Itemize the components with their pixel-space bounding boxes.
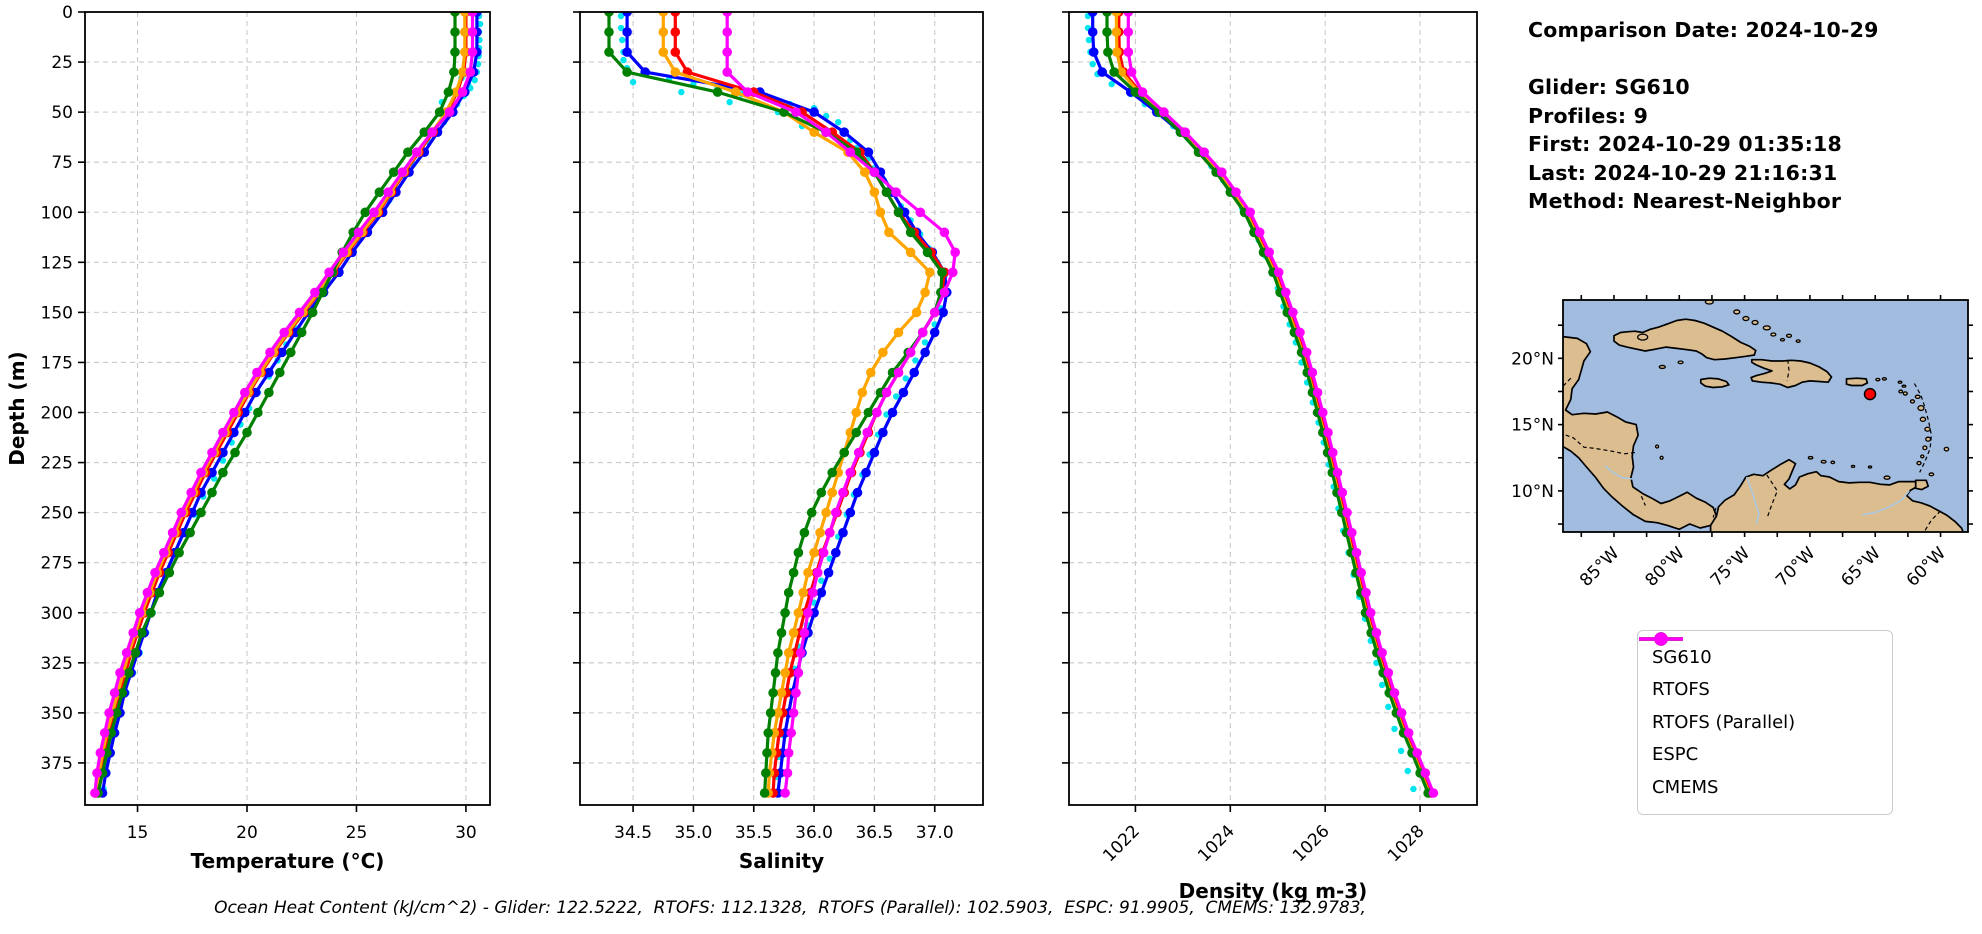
legend-line-marker-icon <box>1639 632 1683 646</box>
svg-text:36.0: 36.0 <box>795 823 833 843</box>
panel-salinity: 34.5 35.0 35.5 36.0 36.5 37.0 Salinity <box>573 11 984 873</box>
series-CMEMS-salinity <box>722 12 960 798</box>
svg-text:20: 20 <box>236 823 258 843</box>
series-RTOFS-Parallel--salinity <box>658 12 935 798</box>
svg-text:1024: 1024 <box>1194 821 1239 866</box>
svg-text:75: 75 <box>51 153 73 173</box>
map-lon-label: 75°W <box>1707 543 1754 590</box>
legend-label: SG610 <box>1652 646 1712 668</box>
glider-position-marker <box>1863 387 1877 401</box>
map-inset: 85°W 80°W 75°W 70°W 65°W 60°W 20°N 15°N 10°N <box>1511 295 1973 591</box>
legend-label: RTOFS <box>1652 679 1710 701</box>
panel-density: 1022 1024 1026 1028 Density (kg m-3) <box>1062 11 1478 903</box>
svg-text:350: 350 <box>41 704 73 724</box>
info-block: Comparison Date: 2024-10-29 Glider: SG61… <box>1528 16 1879 216</box>
svg-text:50: 50 <box>51 103 73 123</box>
ticks-temperature <box>78 11 467 812</box>
svg-text:150: 150 <box>41 303 73 323</box>
ticks-density <box>1062 11 1421 812</box>
svg-text:Temperature (°C): Temperature (°C) <box>191 849 385 873</box>
legend-item-RTOFS: RTOFS <box>1639 632 1878 707</box>
map-lon-label: 70°W <box>1772 543 1819 590</box>
map-lon-label: 60°W <box>1903 543 1950 590</box>
svg-text:1022: 1022 <box>1099 821 1144 866</box>
svg-text:200: 200 <box>41 404 73 424</box>
map-frame <box>1562 299 1969 533</box>
map-land <box>1563 300 1965 532</box>
svg-text:25: 25 <box>346 823 368 843</box>
map-lat-label: 10°N <box>1511 482 1554 502</box>
method-text: Method: Nearest-Neighbor <box>1528 189 1842 213</box>
first-profile-time-text: First: 2024-10-29 01:35:18 <box>1528 132 1842 156</box>
svg-text:37.0: 37.0 <box>916 823 954 843</box>
svg-text:Density (kg m-3): Density (kg m-3) <box>1179 879 1368 903</box>
ticks-salinity <box>573 11 936 812</box>
svg-text:275: 275 <box>41 554 73 574</box>
legend-item-SG610: SG610 <box>1639 632 1878 674</box>
svg-text:225: 225 <box>41 454 73 474</box>
profiles-count-text: Profiles: 9 <box>1528 103 1649 128</box>
legend-item-CMEMS: CMEMS <box>1639 632 1878 804</box>
svg-text:36.5: 36.5 <box>855 823 893 843</box>
map-lon-label: 80°W <box>1641 543 1688 590</box>
svg-text:175: 175 <box>41 353 73 373</box>
svg-text:100: 100 <box>41 203 73 223</box>
map-lon-label: 65°W <box>1837 543 1884 590</box>
svg-text:25: 25 <box>51 53 73 73</box>
glider-name-text: Glider: SG610 <box>1528 75 1690 99</box>
svg-text:300: 300 <box>41 604 73 624</box>
last-profile-time-text: Last: 2024-10-29 21:16:31 <box>1528 160 1838 185</box>
legend-label: CMEMS <box>1652 776 1719 798</box>
ocean-heat-content-caption: Ocean Heat Content (kJ/cm^2) - Glider: 1… <box>214 898 1366 918</box>
svg-text:1026: 1026 <box>1289 821 1334 866</box>
map-lat-label: 15°N <box>1511 416 1554 436</box>
series-CMEMS-temperature <box>90 12 478 798</box>
gridlines-temperature <box>85 11 490 805</box>
legend-label: ESPC <box>1652 744 1699 766</box>
panel-temperature: 15 20 25 30 Temperature (°C) 0 25 50 75 100 125 150… <box>5 3 491 873</box>
series-CMEMS-density <box>1123 12 1439 798</box>
map-lon-label: 85°W <box>1576 543 1623 590</box>
svg-text:1028: 1028 <box>1384 821 1429 866</box>
svg-text:34.5: 34.5 <box>614 823 652 843</box>
svg-text:375: 375 <box>41 754 73 774</box>
svg-text:Salinity: Salinity <box>739 849 824 873</box>
svg-text:125: 125 <box>41 253 73 273</box>
map-ticks <box>1558 295 1973 537</box>
svg-text:325: 325 <box>41 654 73 674</box>
legend-label: RTOFS (Parallel) <box>1652 711 1796 733</box>
series-ESPC-temperature <box>93 12 460 798</box>
legend-item-RTOFS-Parallel-: RTOFS (Parallel) <box>1639 632 1878 739</box>
svg-text:35.0: 35.0 <box>674 823 712 843</box>
legend-item-ESPC: ESPC <box>1639 632 1878 772</box>
legend: SG610 RTOFS RTOFS (Parallel) ESPC CMEMS <box>1637 630 1893 815</box>
info-spacer <box>1528 45 1879 74</box>
svg-text:30: 30 <box>455 823 477 843</box>
svg-text:15: 15 <box>127 823 149 843</box>
svg-text:250: 250 <box>41 504 73 524</box>
comparison-date-text: Comparison Date: 2024-10-29 <box>1528 18 1879 42</box>
svg-text:35.5: 35.5 <box>735 823 773 843</box>
map-lat-label: 20°N <box>1511 349 1554 369</box>
svg-text:0: 0 <box>62 3 73 23</box>
svg-text:Depth (m): Depth (m) <box>5 351 29 465</box>
